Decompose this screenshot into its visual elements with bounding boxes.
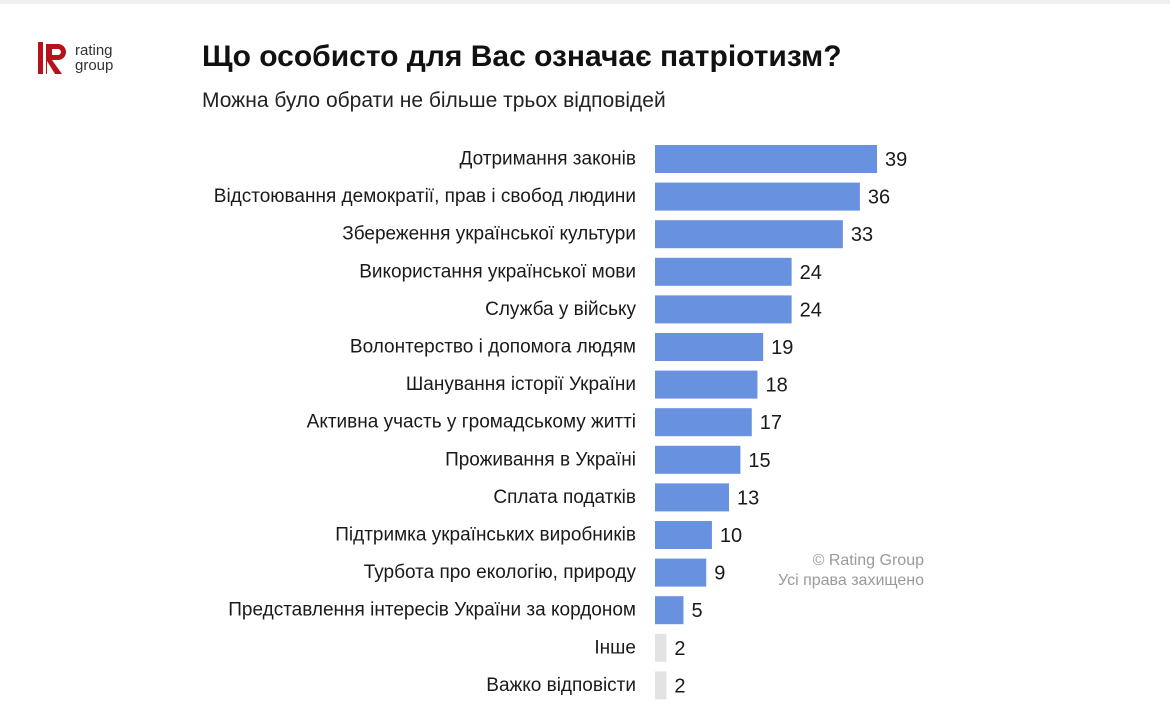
bar — [655, 671, 667, 700]
bar — [655, 257, 792, 286]
category-label: Проживання в Україні — [445, 449, 636, 470]
value-label: 17 — [760, 412, 782, 434]
bar — [655, 596, 684, 625]
value-label: 5 — [691, 600, 702, 622]
value-label: 24 — [800, 262, 822, 284]
category-label: Дотримання законів — [460, 149, 636, 170]
value-label: 18 — [765, 375, 787, 397]
category-label: Шанування історії України — [406, 374, 636, 395]
category-label: Служба у війську — [485, 299, 636, 320]
value-label: 33 — [851, 224, 873, 246]
category-label: Турбота про екологію, природу — [364, 562, 637, 583]
category-label: Активна участь у громадському житті — [307, 412, 636, 433]
bar — [655, 408, 752, 437]
copyright-line: © Rating Group — [812, 552, 924, 569]
copyright-watermark: © Rating Group Усі права захищено — [700, 551, 924, 591]
category-label: Відстоювання демократії, прав і свобод л… — [214, 186, 636, 207]
page-title: Що особисто для Вас означає патріотизм? — [202, 40, 842, 73]
bar — [655, 370, 758, 399]
bar — [655, 633, 667, 662]
category-label: Сплата податків — [493, 487, 636, 508]
logo-text-group: group — [75, 57, 114, 74]
value-label: 13 — [737, 487, 759, 509]
bar — [655, 220, 843, 249]
category-label: Збереження української культури — [342, 224, 636, 245]
rights-line: Усі права захищено — [777, 572, 924, 589]
value-label: 2 — [674, 675, 685, 697]
value-label: 19 — [771, 337, 793, 359]
bar — [655, 445, 741, 474]
bar — [655, 483, 729, 512]
category-label: Важко відповісти — [486, 675, 636, 696]
value-label: 15 — [748, 450, 770, 472]
bar — [655, 182, 860, 211]
bar — [655, 333, 764, 361]
value-label: 9 — [714, 563, 725, 585]
value-label: 36 — [868, 187, 890, 209]
value-label: 24 — [800, 299, 822, 321]
logo-text-rating: rating — [75, 42, 113, 59]
rating-group-logo: rating group — [38, 42, 138, 76]
category-label: Використання української мови — [359, 261, 636, 282]
rating-logo-icon — [38, 42, 66, 74]
bar — [655, 521, 712, 549]
value-label: 2 — [674, 638, 685, 660]
category-label: Інше — [594, 637, 636, 658]
value-label: 10 — [720, 525, 742, 547]
category-label: Волонтерство і допомога людям — [350, 337, 636, 358]
top-strip — [0, 0, 1170, 4]
bar — [655, 145, 877, 173]
bar — [655, 558, 707, 587]
value-label: 39 — [885, 149, 907, 171]
category-label: Представлення інтересів України за кордо… — [228, 600, 636, 621]
bar — [655, 295, 792, 324]
category-label: Підтримка українських виробників — [335, 525, 636, 546]
page-subtitle: Можна було обрати не більше трьох відпов… — [202, 89, 666, 112]
